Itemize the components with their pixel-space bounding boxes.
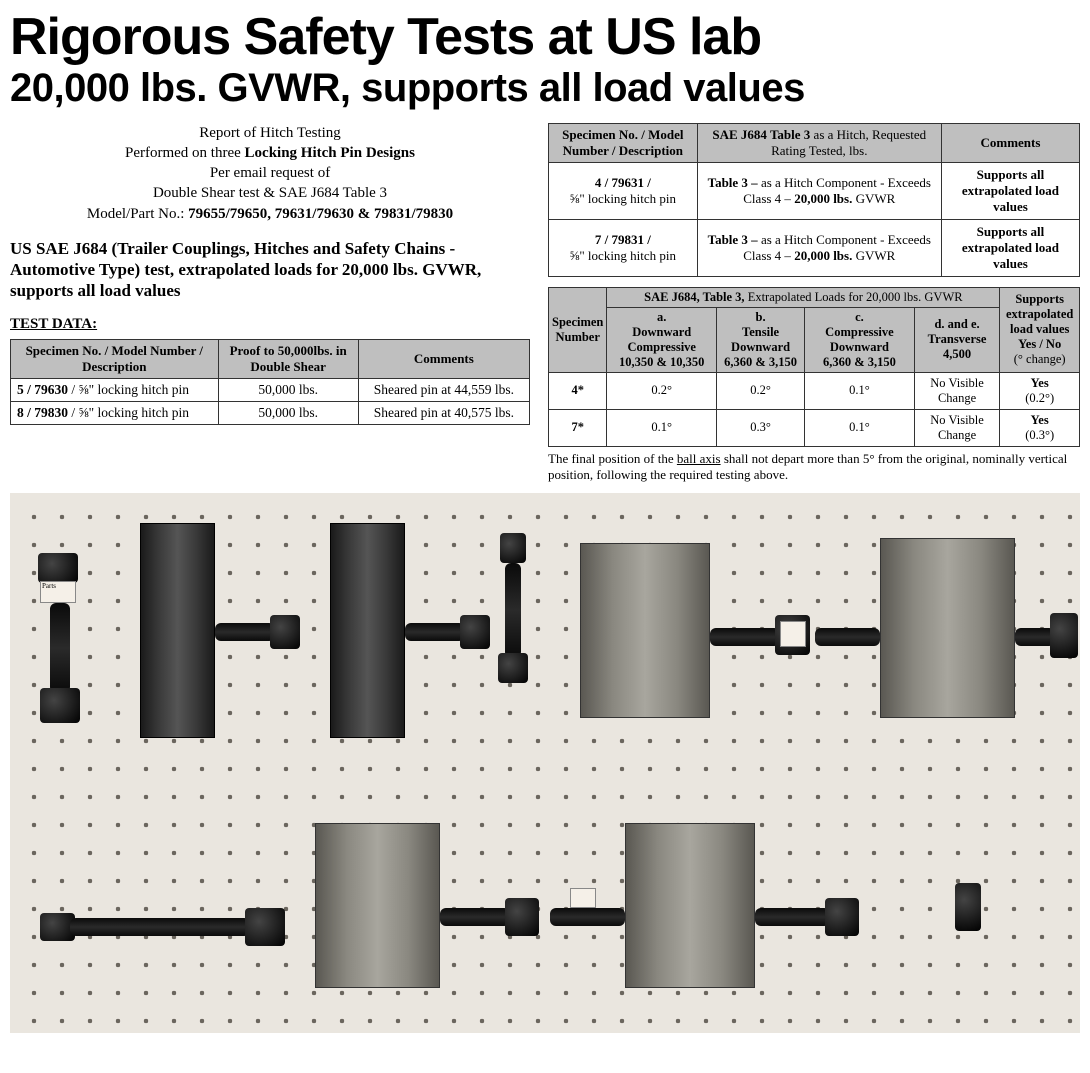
table-cell: No Visible Change	[914, 372, 1000, 409]
table-cell: Supports all extrapolated load values	[941, 162, 1079, 219]
table-cell: 4 / 79631 /⅝" locking hitch pin	[549, 162, 698, 219]
t3-supports-header: Supports extrapolated load valuesYes / N…	[1000, 287, 1080, 372]
table-cell: 50,000 lbs.	[218, 401, 358, 424]
intro-line2a: Performed on three	[125, 145, 245, 161]
table-header: b.Tensile Downward6,360 & 3,150	[717, 307, 805, 372]
t1-h3: Comments	[358, 339, 529, 378]
table-header: d. and e.Transverse4,500	[914, 307, 1000, 372]
headline: Rigorous Safety Tests at US lab	[10, 10, 1080, 65]
table-cell: 0.2°	[607, 372, 717, 409]
table-rating: Specimen No. / Model Number / Descriptio…	[548, 123, 1080, 277]
test-data-label: TEST DATA:	[10, 316, 530, 333]
intro-line1: Report of Hitch Testing	[199, 125, 341, 141]
report-intro: Report of Hitch Testing Performed on thr…	[10, 123, 530, 224]
specimen-photo: Parts	[10, 493, 1080, 1033]
t1-h2: Proof to 50,000lbs. in Double Shear	[218, 339, 358, 378]
table-cell: Yes(0.2°)	[1000, 372, 1080, 409]
t3-spec-header: Specimen Number	[549, 287, 607, 372]
t3-top-header: SAE J684, Table 3, Extrapolated Loads fo…	[607, 287, 1000, 307]
table-cell: Sheared pin at 40,575 lbs.	[358, 401, 529, 424]
table-cell: 7*	[549, 409, 607, 446]
t2-h2: SAE J684 Table 3 as a Hitch, Requested R…	[697, 123, 941, 162]
table-cell: 0.1°	[805, 372, 915, 409]
table-cell: 0.1°	[607, 409, 717, 446]
intro-line5b: 79655/79650, 79631/79630 & 79831/79830	[188, 206, 453, 222]
table-cell: No Visible Change	[914, 409, 1000, 446]
table-cell: 7 / 79831 /⅝" locking hitch pin	[549, 219, 698, 276]
table-loads: Specimen Number SAE J684, Table 3, Extra…	[548, 287, 1080, 447]
table-shear: Specimen No. / Model Number / Descriptio…	[10, 339, 530, 425]
table-cell: 5 / 79630 / ⅝" locking hitch pin	[11, 378, 219, 401]
table-cell: 8 / 79830 / ⅝" locking hitch pin	[11, 401, 219, 424]
table-cell: 50,000 lbs.	[218, 378, 358, 401]
table-cell: Yes(0.3°)	[1000, 409, 1080, 446]
intro-line3: Per email request of	[210, 165, 330, 181]
table-cell: 0.3°	[717, 409, 805, 446]
footnote: The final position of the ball axis shal…	[548, 451, 1080, 484]
table-cell: 4*	[549, 372, 607, 409]
t2-h1: Specimen No. / Model Number / Descriptio…	[549, 123, 698, 162]
intro-line4: Double Shear test & SAE J684 Table 3	[153, 185, 387, 201]
table-header: a.Downward Compressive10,350 & 10,350	[607, 307, 717, 372]
table-cell: Table 3 – as a Hitch Component - Exceeds…	[697, 219, 941, 276]
test-heading: US SAE J684 (Trailer Couplings, Hitches …	[10, 238, 530, 302]
subheadline: 20,000 lbs. GVWR, supports all load valu…	[10, 67, 1080, 109]
table-cell: 0.1°	[805, 409, 915, 446]
table-cell: 0.2°	[717, 372, 805, 409]
t2-h3: Comments	[941, 123, 1079, 162]
table-header: c.Compressive Downward6,360 & 3,150	[805, 307, 915, 372]
table-cell: Supports all extrapolated load values	[941, 219, 1079, 276]
table-cell: Table 3 – as a Hitch Component - Exceeds…	[697, 162, 941, 219]
table-cell: Sheared pin at 44,559 lbs.	[358, 378, 529, 401]
intro-line2b: Locking Hitch Pin Designs	[245, 145, 415, 161]
t1-h1: Specimen No. / Model Number / Descriptio…	[11, 339, 219, 378]
intro-line5a: Model/Part No.:	[87, 206, 188, 222]
